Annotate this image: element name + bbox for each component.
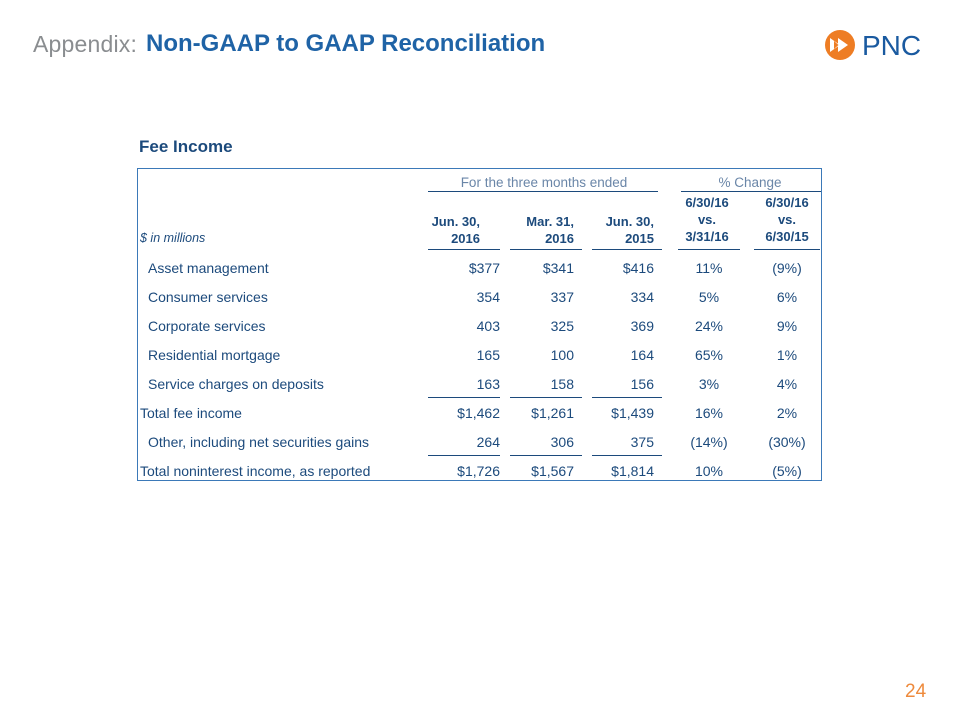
cell-value: $341	[542, 260, 574, 276]
col-header-change-y: 6/30/16 vs. 6/30/15	[765, 195, 809, 244]
col-header-change-q: 6/30/16 vs. 3/31/16	[685, 195, 729, 244]
col-header-jun-2015: Jun. 30, 2015	[605, 214, 654, 246]
cell-value: 306	[550, 434, 574, 450]
table-row: Total noninterest income, as reported $1…	[138, 458, 821, 487]
cell-value: 3%	[698, 376, 720, 392]
cell-value: 11%	[695, 260, 723, 276]
col-header-rule	[428, 249, 500, 250]
header-prefix: Appendix:	[33, 31, 138, 57]
col-header-jun-2016: Jun. 30, 2016	[431, 214, 480, 246]
cell-value: $1,261	[531, 405, 574, 421]
page-title: Non-GAAP to GAAP Reconciliation	[146, 30, 546, 57]
cell-value: 164	[630, 347, 654, 363]
units-label: $ in millions	[140, 231, 206, 245]
cell-value: (14%)	[690, 434, 728, 450]
row-label: Service charges on deposits	[148, 376, 324, 392]
cell-value: (9%)	[772, 260, 802, 276]
row-label: Residential mortgage	[148, 347, 281, 363]
cell-value: $1,726	[457, 463, 500, 479]
cell-value: 1%	[776, 347, 798, 363]
group-header-change: % Change	[718, 175, 782, 190]
cell-value: 375	[630, 434, 654, 450]
cell-value: 65%	[694, 347, 724, 363]
table-row: Total fee income $1,462 $1,261 $1,439 16…	[138, 400, 821, 429]
row-label: Corporate services	[148, 318, 266, 334]
cell-value: 10%	[694, 463, 724, 479]
cell-value: 24%	[694, 318, 724, 334]
cell-value: 354	[476, 289, 500, 305]
table-row: Residential mortgage 165 100 164 65% 1%	[138, 342, 821, 371]
page-number: 24	[905, 681, 927, 702]
table-row: Service charges on deposits 163 158 156 …	[138, 371, 821, 400]
col-header-mar-2016: Mar. 31, 2016	[526, 214, 574, 246]
cell-value: $1,462	[457, 405, 500, 421]
cell-value: 369	[630, 318, 654, 334]
cell-value: 156	[630, 376, 654, 392]
col-header-rule	[754, 249, 820, 250]
cell-value: $1,814	[611, 463, 654, 479]
cell-value: 325	[550, 318, 574, 334]
row-label: Other, including net securities gains	[148, 434, 370, 450]
logo-text: PNC	[862, 30, 922, 61]
table-row: Asset management $377 $341 $416 11% (9%)	[138, 255, 821, 284]
total-rule	[428, 455, 500, 456]
cell-value: 9%	[776, 318, 798, 334]
col-header-rule	[510, 249, 582, 250]
cell-value: 16%	[694, 405, 724, 421]
total-rule	[510, 455, 582, 456]
cell-value: 337	[550, 289, 574, 305]
cell-value: (30%)	[768, 434, 806, 450]
cell-value: 163	[476, 376, 500, 392]
cell-value: $1,439	[611, 405, 654, 421]
subtotal-rule	[510, 397, 582, 398]
cell-value: 165	[476, 347, 500, 363]
subtotal-rule	[428, 397, 500, 398]
cell-value: (5%)	[772, 463, 802, 479]
row-label: Consumer services	[148, 289, 268, 305]
table-row: Corporate services 403 325 369 24% 9%	[138, 313, 821, 342]
cell-value: 158	[550, 376, 574, 392]
total-rule	[592, 455, 662, 456]
group-header-period: For the three months ended	[460, 175, 628, 190]
cell-value: 264	[476, 434, 500, 450]
fee-income-table: For the three months ended % Change Jun.…	[137, 168, 822, 481]
row-label: Total noninterest income, as reported	[140, 463, 371, 479]
table-row: Consumer services 354 337 334 5% 6%	[138, 284, 821, 313]
cell-value: 5%	[698, 289, 720, 305]
cell-value: 6%	[776, 289, 798, 305]
cell-value: $377	[468, 260, 500, 276]
pnc-logo: PNC	[824, 28, 934, 62]
cell-value: 334	[630, 289, 654, 305]
row-label: Total fee income	[140, 405, 242, 421]
group-header-period-rule	[428, 191, 658, 192]
cell-value: $1,567	[531, 463, 574, 479]
pnc-logo-icon	[825, 30, 855, 60]
col-header-rule	[592, 249, 662, 250]
cell-value: 403	[476, 318, 500, 334]
col-header-rule	[678, 249, 740, 250]
row-label: Asset management	[148, 260, 269, 276]
cell-value: 100	[550, 347, 574, 363]
section-title: Fee Income	[139, 137, 233, 156]
table-row: Other, including net securities gains 26…	[138, 429, 821, 458]
cell-value: $416	[622, 260, 654, 276]
cell-value: 2%	[776, 405, 798, 421]
cell-value: 4%	[776, 376, 798, 392]
group-header-change-rule	[681, 191, 821, 192]
subtotal-rule	[592, 397, 662, 398]
